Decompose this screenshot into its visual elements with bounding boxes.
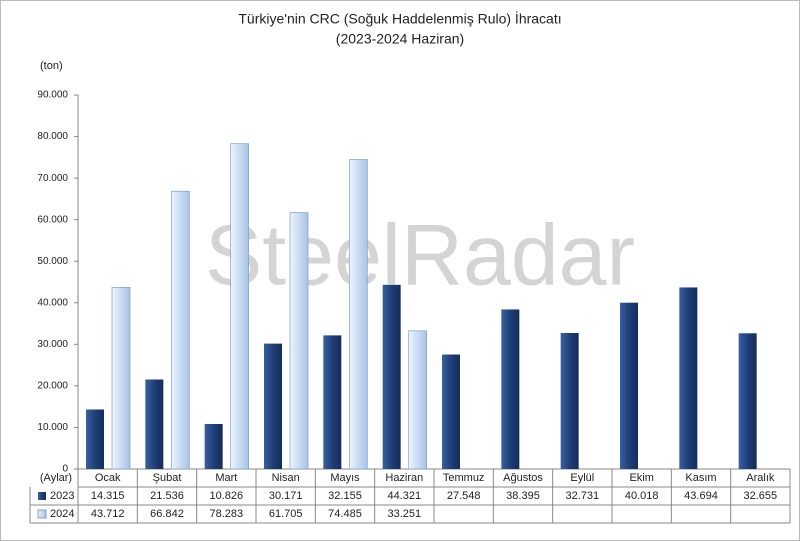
x-tick-label: Mart bbox=[215, 472, 237, 484]
table-value: 32.655 bbox=[744, 490, 778, 502]
bar bbox=[382, 284, 401, 469]
y-tick-label: 50.000 bbox=[37, 256, 68, 267]
table-value: 61.705 bbox=[269, 508, 303, 520]
bar bbox=[170, 190, 190, 470]
bar bbox=[501, 309, 520, 469]
y-tick-label: 80.000 bbox=[37, 131, 68, 142]
table-value: 66.842 bbox=[150, 508, 184, 520]
bar bbox=[620, 302, 638, 469]
y-tick-label: 30.000 bbox=[37, 339, 68, 350]
table-value: 78.283 bbox=[210, 508, 244, 520]
table-value: 43.694 bbox=[684, 490, 718, 502]
table-value: 21.536 bbox=[150, 490, 184, 502]
bar bbox=[323, 335, 342, 469]
table-value: 40.018 bbox=[625, 490, 659, 502]
legend-label: 2024 bbox=[50, 508, 74, 520]
bar bbox=[442, 354, 460, 469]
x-tick-label: Kasım bbox=[685, 472, 716, 484]
x-tick-label: Nisan bbox=[272, 472, 300, 484]
x-tick-label: Temmuz bbox=[443, 472, 485, 484]
y-tick-label: 20.000 bbox=[37, 381, 68, 392]
bar bbox=[679, 287, 698, 469]
x-tick-label: Mayıs bbox=[330, 472, 360, 484]
watermark: SteelRadar bbox=[205, 208, 635, 304]
bar bbox=[230, 143, 250, 470]
x-tick-label: Şubat bbox=[153, 472, 182, 484]
x-tick-label: Ekim bbox=[629, 472, 653, 484]
x-tick-label: Aralık bbox=[746, 472, 775, 484]
y-tick-label: 70.000 bbox=[37, 173, 68, 184]
y-tick-label: 40.000 bbox=[37, 297, 68, 308]
table-value: 33.251 bbox=[388, 508, 422, 520]
y-tick-label: 60.000 bbox=[37, 214, 68, 225]
table-value: 32.155 bbox=[328, 490, 362, 502]
table-value: 30.171 bbox=[269, 490, 303, 502]
bar bbox=[560, 332, 579, 469]
legend-label: 2023 bbox=[50, 490, 74, 502]
table-value: 43.712 bbox=[91, 508, 125, 520]
x-tick-label: Eylül bbox=[570, 472, 594, 484]
bar bbox=[348, 159, 368, 470]
bar bbox=[86, 409, 104, 469]
y-axis-label: (ton) bbox=[40, 60, 63, 72]
table-value: 32.731 bbox=[566, 490, 600, 502]
x-axis-label: (Aylar) bbox=[40, 472, 72, 484]
table-value: 14.315 bbox=[91, 490, 125, 502]
bar bbox=[111, 287, 131, 470]
bar bbox=[408, 330, 428, 470]
bar bbox=[738, 333, 757, 469]
legend-swatch bbox=[37, 509, 47, 519]
x-tick-label: Ocak bbox=[95, 472, 121, 484]
table-value: 27.548 bbox=[447, 490, 481, 502]
y-tick-label: 0 bbox=[62, 464, 68, 475]
table-value: 10.826 bbox=[210, 490, 244, 502]
bar bbox=[264, 343, 282, 469]
chart-title: Türkiye'nin CRC (Soğuk Haddelenmiş Rulo)… bbox=[238, 10, 561, 27]
legend-swatch bbox=[38, 492, 46, 500]
bar bbox=[289, 212, 309, 470]
x-tick-label: Ağustos bbox=[503, 472, 543, 484]
bar bbox=[145, 379, 164, 469]
y-tick-label: 10.000 bbox=[37, 422, 68, 433]
table-value: 74.485 bbox=[328, 508, 362, 520]
table-value: 44.321 bbox=[388, 490, 422, 502]
chart-subtitle: (2023-2024 Haziran) bbox=[336, 31, 464, 47]
x-tick-label: Haziran bbox=[385, 472, 423, 484]
bar bbox=[204, 424, 223, 469]
table-value: 38.395 bbox=[506, 490, 540, 502]
y-tick-label: 90.000 bbox=[37, 90, 68, 101]
